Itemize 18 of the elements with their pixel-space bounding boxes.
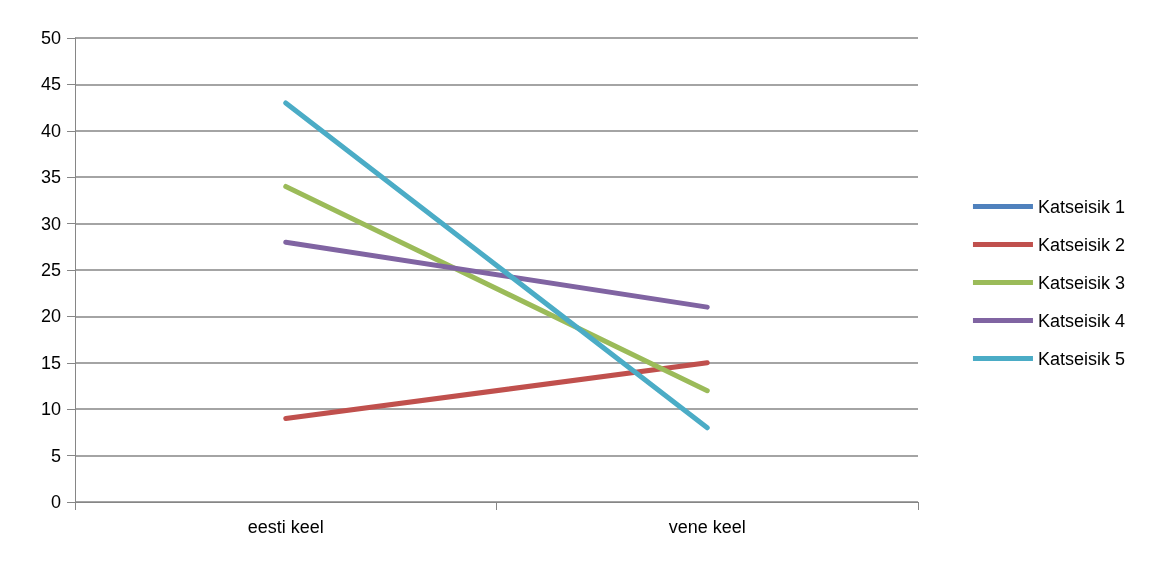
legend-label: Katseisik 4 [1037, 310, 1126, 331]
y-tick-label: 30 [40, 213, 61, 234]
legend-label: Katseisik 2 [1037, 234, 1126, 255]
x-tick-label: eesti keel [247, 517, 324, 537]
y-tick-label: 20 [40, 306, 61, 327]
y-tick-label: 0 [50, 492, 61, 512]
y-tick-label: 5 [50, 445, 61, 466]
y-tick-label: 25 [40, 260, 61, 280]
y-tick-label: 45 [40, 74, 61, 95]
y-tick-label: 10 [40, 399, 61, 420]
legend-label: Katseisik 1 [1037, 196, 1126, 217]
y-tick-label: 35 [40, 167, 61, 188]
x-tick-label: vene keel [668, 517, 746, 537]
y-tick-label: 50 [40, 28, 61, 48]
y-tick-label: 15 [40, 352, 61, 373]
legend-label: Katseisik 5 [1037, 348, 1126, 369]
legend-label: Katseisik 3 [1037, 272, 1126, 293]
y-tick-label: 40 [40, 120, 61, 141]
